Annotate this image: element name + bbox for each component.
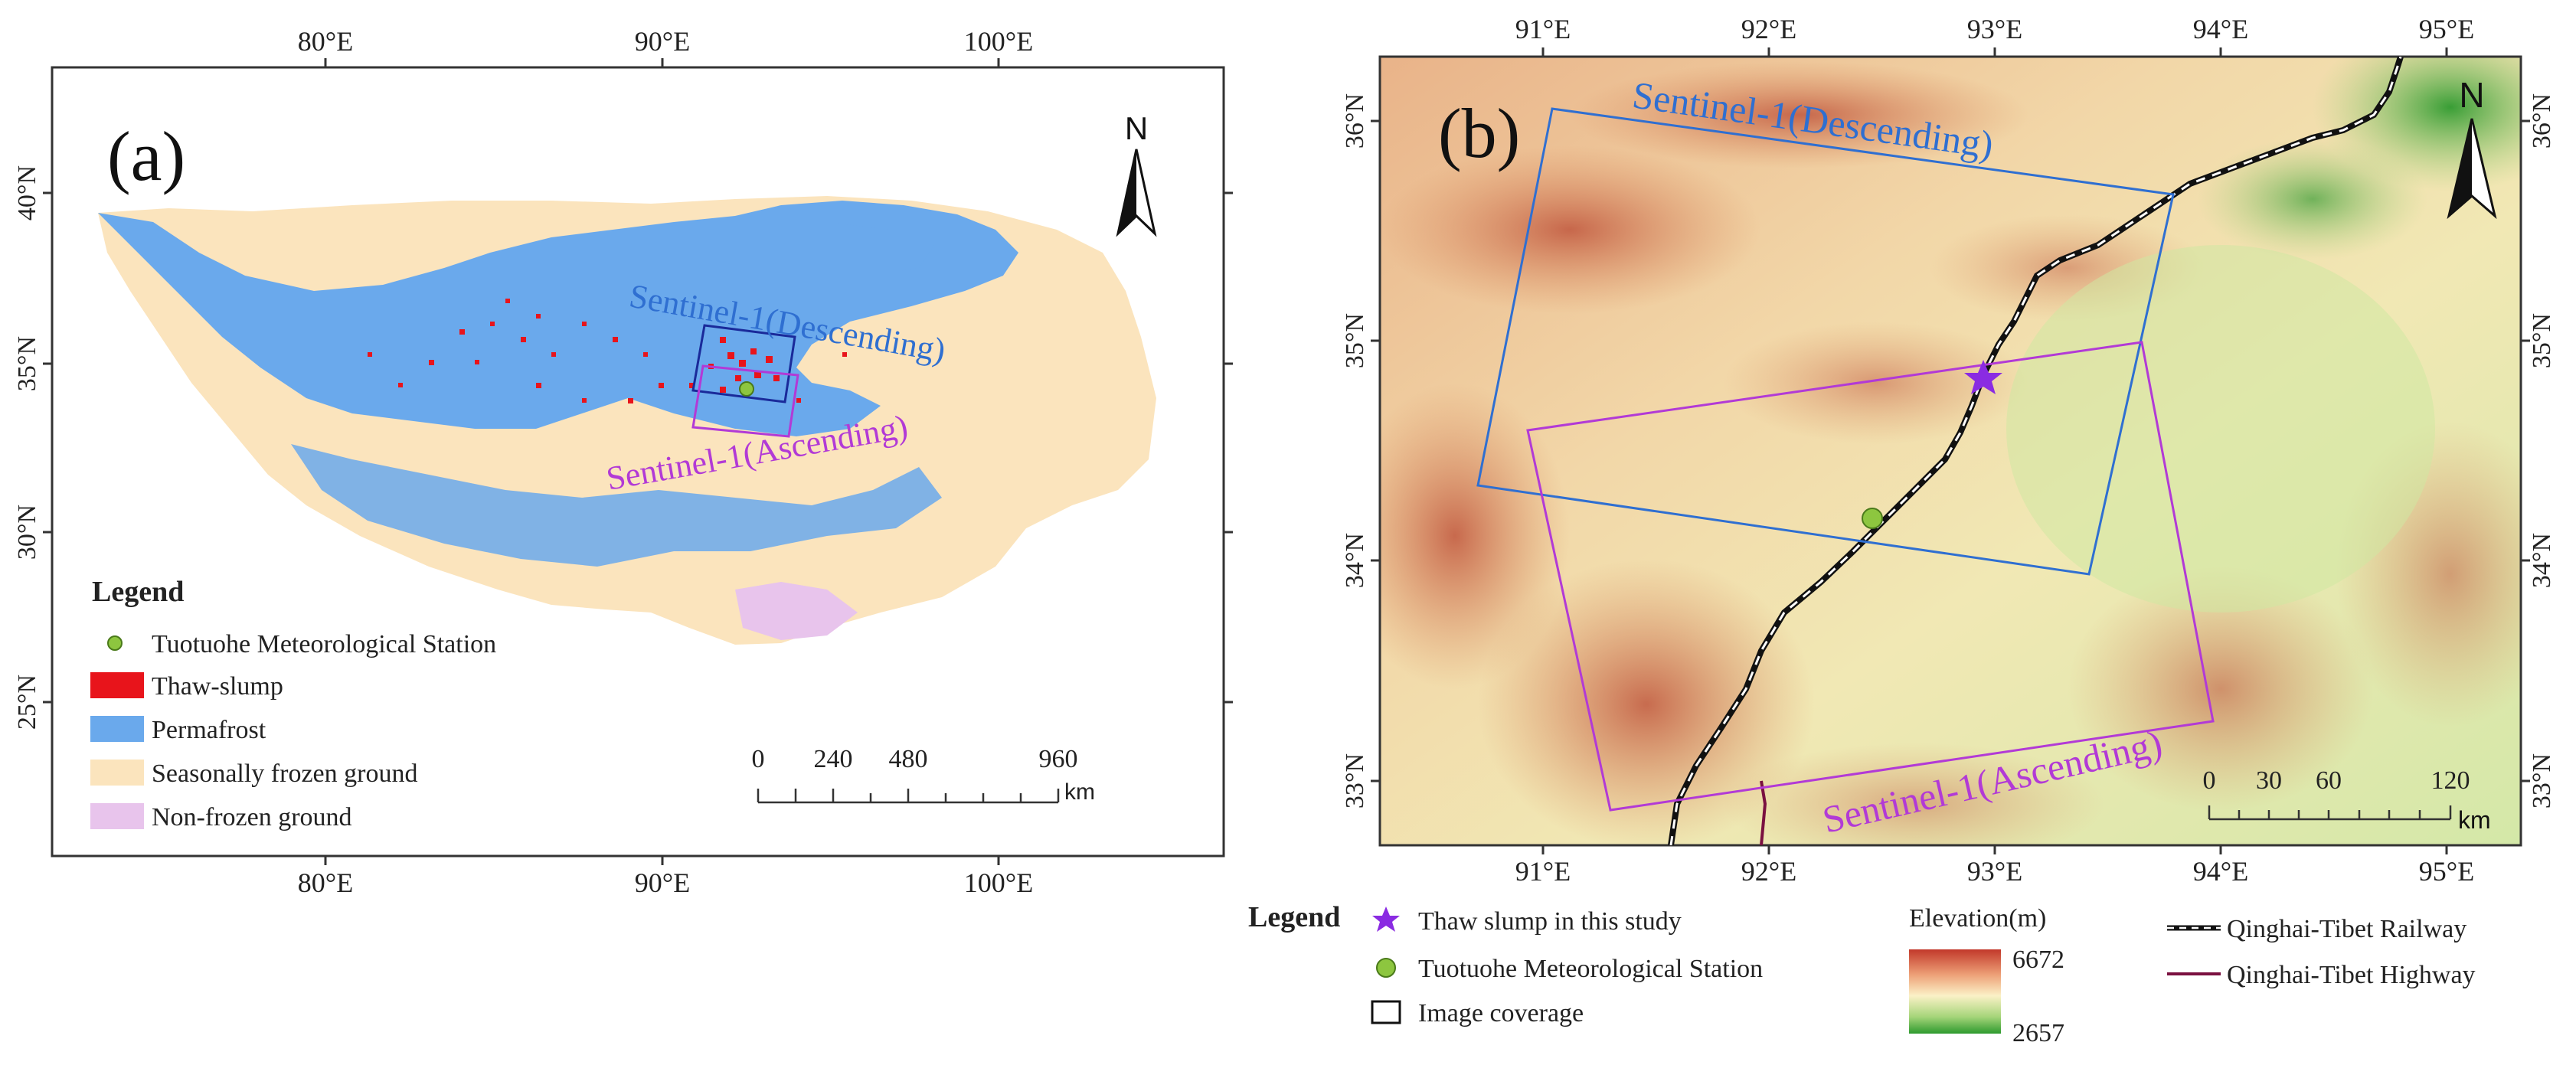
panel-b: 91°E 92°E 93°E 94°E 95°E 91°E 92°E 93°E … (1341, 14, 2556, 887)
b-lat-left-0: 36°N (1341, 93, 1369, 149)
a-legend-permafrost-swatch (90, 716, 144, 742)
a-legend-thaw-label: Thaw-slump (152, 672, 283, 701)
non-frozen-region (735, 582, 858, 640)
b-scale-120: 120 (2431, 766, 2470, 795)
panel-b-ticks (1371, 47, 2530, 854)
a-legend-station-swatch (107, 635, 123, 651)
a-legend-title: Legend (92, 576, 184, 608)
b-descending-footprint (1476, 107, 2175, 576)
bottom-legend: Legend Thaw slump in this study Tuotuohe… (1248, 901, 2476, 1047)
b-scale-bar (2208, 805, 2452, 821)
b-lon-top-3: 94°E (2193, 14, 2248, 44)
legend-coverage-label: Image coverage (1418, 999, 1584, 1027)
elevation-colorbar (1909, 949, 2001, 1034)
a-legend-seasonal-label: Seasonally frozen ground (152, 760, 417, 788)
legend-star-icon (1372, 907, 1400, 932)
a-lat-left-2: 30°N (13, 505, 41, 560)
a-lat-left-0: 40°N (13, 165, 41, 221)
b-lat-left-2: 34°N (1341, 533, 1369, 588)
a-tuotuohe-station (739, 381, 754, 397)
b-lon-top-4: 95°E (2419, 14, 2474, 44)
b-tuotuohe-station (1862, 508, 1883, 529)
a-legend-nonfrozen-swatch (90, 803, 144, 829)
permafrost-region-south (291, 444, 942, 567)
b-thaw-slump-star (1964, 360, 2002, 394)
a-legend-seasonal-swatch (90, 760, 144, 786)
panel-a-label: (a) (107, 117, 185, 195)
b-lat-right-3: 33°N (2528, 753, 2556, 809)
a-ascending-footprint (691, 364, 799, 438)
a-lon-bottom-1: 90°E (635, 867, 690, 898)
b-lon-bottom-3: 94°E (2193, 856, 2248, 887)
b-lat-left-3: 33°N (1341, 753, 1369, 809)
b-lon-bottom-4: 95°E (2419, 856, 2474, 887)
b-lat-right-0: 36°N (2528, 93, 2556, 149)
a-legend: Legend Tuotuohe Meteorological Station T… (90, 576, 496, 831)
legend-thaw-slump-label: Thaw slump in this study (1418, 907, 1682, 936)
panel-a-ticks (43, 58, 1233, 865)
a-scale-960: 960 (1039, 745, 1078, 773)
b-north-arrow: N (2447, 75, 2497, 220)
a-scale-480: 480 (889, 745, 928, 773)
panel-b-label: (b) (1438, 94, 1520, 172)
svg-text:N: N (1125, 110, 1148, 146)
a-lat-left-3: 25°N (13, 675, 41, 730)
a-lon-top-1: 90°E (635, 26, 690, 57)
a-lon-bottom-0: 80°E (298, 867, 353, 898)
panel-b-frame (1378, 55, 2522, 847)
panel-a: 80°E 90°E 100°E 80°E 90°E 100°E 40°N 35°… (13, 26, 1233, 898)
a-scale-240: 240 (814, 745, 853, 773)
a-lat-left-1: 35°N (13, 336, 41, 391)
b-lon-top-1: 92°E (1741, 14, 1796, 44)
a-lon-bottom-2: 100°E (964, 867, 1033, 898)
bottom-legend-title: Legend (1248, 901, 1340, 933)
svg-text:N: N (2459, 75, 2484, 115)
elevation-max: 6672 (2012, 946, 2064, 974)
legend-station-icon (1376, 958, 1396, 978)
b-scale-unit: km (2458, 806, 2491, 834)
b-lat-left-1: 35°N (1341, 313, 1369, 368)
thaw-slump-dots (368, 299, 847, 403)
a-north-arrow: N (1116, 110, 1157, 237)
a-lon-top-0: 80°E (298, 26, 353, 57)
b-lon-top-0: 91°E (1515, 14, 1571, 44)
a-legend-permafrost-label: Permafrost (152, 716, 266, 744)
legend-coverage-icon (1371, 1000, 1401, 1024)
b-scale-30: 30 (2256, 766, 2282, 795)
b-lat-right-2: 34°N (2528, 533, 2556, 588)
elevation-title: Elevation(m) (1909, 904, 2046, 933)
a-descending-footprint (691, 324, 796, 403)
a-scale-0: 0 (752, 745, 765, 773)
a-legend-station-label: Tuotuohe Meteorological Station (152, 630, 496, 658)
b-lat-right-1: 35°N (2528, 313, 2556, 368)
permafrost-northeast (819, 222, 934, 276)
b-ascending-footprint (1526, 341, 2215, 812)
a-scale-bar (757, 789, 1060, 804)
b-scale-0: 0 (2203, 766, 2216, 795)
a-legend-thaw-swatch (90, 672, 144, 698)
legend-station-label: Tuotuohe Meteorological Station (1418, 955, 1763, 983)
b-lon-bottom-1: 92°E (1741, 856, 1796, 887)
b-scale-60: 60 (2316, 766, 2342, 795)
a-scale-unit: km (1064, 779, 1095, 805)
a-legend-nonfrozen-label: Non-frozen ground (152, 803, 352, 831)
a-lon-top-2: 100°E (964, 26, 1033, 57)
elevation-min: 2657 (2012, 1019, 2064, 1047)
legend-highway-label: Qinghai-Tibet Highway (2227, 961, 2476, 989)
b-lon-bottom-2: 93°E (1967, 856, 2022, 887)
legend-railway-label: Qinghai-Tibet Railway (2227, 915, 2466, 943)
b-lon-bottom-0: 91°E (1515, 856, 1571, 887)
b-lon-top-2: 93°E (1967, 14, 2022, 44)
